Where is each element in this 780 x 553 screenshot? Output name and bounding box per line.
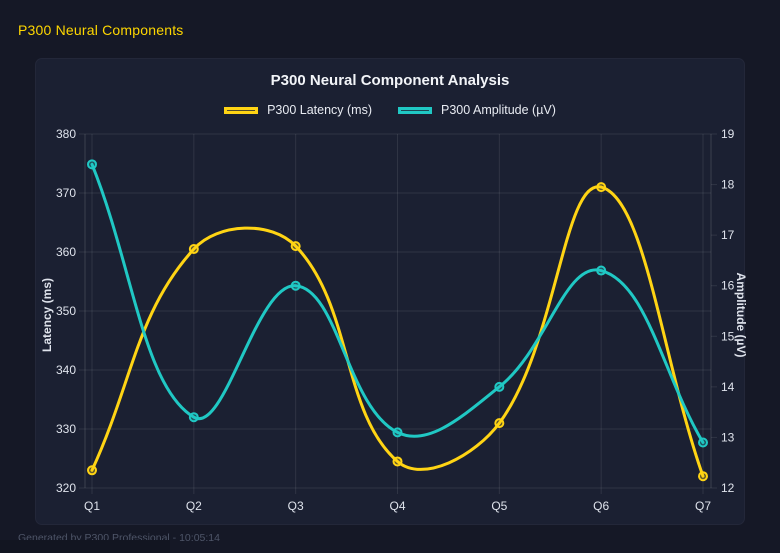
legend-swatch-icon bbox=[224, 106, 259, 114]
legend-item-latency[interactable]: P300 Latency (ms) bbox=[224, 103, 372, 117]
right-axis-tick-label: 13 bbox=[721, 430, 735, 444]
left-axis-tick-label: 380 bbox=[56, 127, 76, 141]
left-axis-tick-label: 350 bbox=[56, 304, 76, 318]
amplitude-point-Q2[interactable] bbox=[188, 412, 199, 423]
amplitude-point-Q3[interactable] bbox=[290, 280, 301, 291]
amplitude-point-Q5[interactable] bbox=[494, 381, 505, 392]
legend-swatch-icon bbox=[398, 106, 432, 114]
latency-point-Q1[interactable] bbox=[87, 465, 97, 476]
x-axis-tick-label: Q1 bbox=[84, 499, 100, 513]
latency-point-Q5[interactable] bbox=[494, 418, 505, 429]
latency-point-Q2[interactable] bbox=[188, 244, 199, 255]
latency-point-Q4[interactable] bbox=[392, 456, 403, 467]
chart-card: P300 Neural Component Analysis P300 Late… bbox=[35, 58, 746, 525]
status-strip bbox=[0, 540, 170, 553]
chart-title: P300 Neural Component Analysis bbox=[270, 72, 510, 89]
amplitude-point-Q6[interactable] bbox=[596, 265, 607, 276]
x-axis-tick-label: Q6 bbox=[593, 499, 609, 513]
amplitude-point-Q7[interactable] bbox=[698, 437, 708, 448]
latency-point-Q3[interactable] bbox=[290, 241, 301, 252]
x-axis-tick-label: Q3 bbox=[288, 499, 304, 513]
latency-point-Q6[interactable] bbox=[596, 182, 607, 193]
left-axis-tick-label: 340 bbox=[56, 363, 76, 377]
x-axis-tick-label: Q5 bbox=[491, 499, 507, 513]
left-axis-title: Latency (ms) bbox=[40, 278, 54, 352]
legend-item-amplitude[interactable]: P300 Amplitude (µV) bbox=[398, 103, 556, 117]
amplitude-point-Q1[interactable] bbox=[87, 159, 97, 170]
right-axis-tick-label: 12 bbox=[721, 481, 735, 495]
right-axis-tick-label: 16 bbox=[721, 279, 735, 293]
right-axis-tick-label: 19 bbox=[721, 127, 735, 141]
legend-label: P300 Latency (ms) bbox=[267, 103, 372, 117]
right-axis-tick-label: 14 bbox=[721, 380, 735, 394]
page-title: P300 Neural Components bbox=[18, 22, 184, 38]
legend-label: P300 Amplitude (µV) bbox=[441, 103, 556, 117]
left-axis-tick-label: 370 bbox=[56, 186, 76, 200]
left-axis-tick-label: 360 bbox=[56, 245, 76, 259]
x-axis-tick-label: Q2 bbox=[186, 499, 202, 513]
latency-line bbox=[90, 185, 705, 478]
right-axis-tick-label: 15 bbox=[721, 329, 735, 343]
x-axis-tick-label: Q4 bbox=[389, 499, 405, 513]
right-axis-tick-label: 17 bbox=[721, 228, 735, 242]
line-chart-plot: 320 330 340 350 360 370 380 12 13 14 15 16 17 18 19 Q1 Q… bbox=[40, 127, 746, 513]
amplitude-point-Q4[interactable] bbox=[392, 427, 403, 438]
latency-point-Q7[interactable] bbox=[698, 471, 708, 482]
right-axis-tick-label: 18 bbox=[721, 178, 735, 192]
left-axis-tick-label: 330 bbox=[56, 422, 76, 436]
chart-legend: P300 Latency (ms) P300 Amplitude (µV) bbox=[36, 103, 744, 117]
amplitude-line bbox=[90, 162, 705, 444]
left-axis-tick-label: 320 bbox=[56, 481, 76, 495]
x-axis-tick-label: Q7 bbox=[695, 499, 711, 513]
right-axis-title: Amplitude (µV) bbox=[734, 273, 746, 358]
